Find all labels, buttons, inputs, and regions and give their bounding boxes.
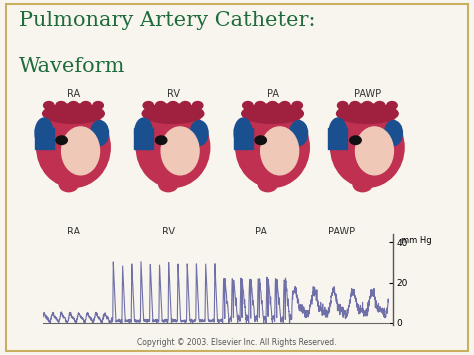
- Ellipse shape: [190, 121, 208, 146]
- Text: RA: RA: [67, 89, 80, 99]
- Bar: [328, 128, 347, 149]
- Bar: [134, 128, 153, 149]
- Ellipse shape: [93, 102, 103, 109]
- Text: mm Hg: mm Hg: [401, 236, 431, 245]
- Ellipse shape: [91, 121, 109, 146]
- Ellipse shape: [44, 102, 54, 109]
- Text: Pulmonary Artery Catheter:: Pulmonary Artery Catheter:: [19, 11, 316, 30]
- Text: RV: RV: [162, 227, 175, 237]
- Ellipse shape: [62, 127, 100, 175]
- Text: RV: RV: [166, 89, 180, 99]
- Ellipse shape: [258, 178, 277, 192]
- Ellipse shape: [267, 102, 278, 109]
- Ellipse shape: [81, 102, 91, 109]
- Ellipse shape: [159, 178, 178, 192]
- Ellipse shape: [36, 107, 110, 187]
- Ellipse shape: [329, 118, 347, 148]
- Text: RA: RA: [67, 227, 80, 237]
- Text: PA: PA: [255, 227, 267, 237]
- Ellipse shape: [236, 107, 309, 187]
- Ellipse shape: [374, 102, 385, 109]
- Ellipse shape: [356, 127, 393, 175]
- Ellipse shape: [43, 104, 104, 124]
- Ellipse shape: [180, 102, 191, 109]
- Ellipse shape: [384, 121, 402, 146]
- Ellipse shape: [56, 102, 66, 109]
- Ellipse shape: [353, 178, 372, 192]
- Ellipse shape: [135, 118, 153, 148]
- Ellipse shape: [290, 121, 308, 146]
- Bar: [234, 128, 253, 149]
- Ellipse shape: [337, 104, 398, 124]
- Text: Copyright © 2003. Elsevier Inc. All Rights Reserved.: Copyright © 2003. Elsevier Inc. All Righ…: [137, 338, 337, 347]
- Ellipse shape: [168, 102, 178, 109]
- Ellipse shape: [261, 127, 299, 175]
- Ellipse shape: [142, 104, 204, 124]
- Ellipse shape: [143, 102, 154, 109]
- Ellipse shape: [331, 107, 404, 187]
- Circle shape: [56, 136, 67, 144]
- Ellipse shape: [337, 102, 348, 109]
- Text: PAWP: PAWP: [328, 227, 355, 237]
- Ellipse shape: [242, 104, 303, 124]
- Ellipse shape: [192, 102, 203, 109]
- Ellipse shape: [350, 102, 360, 109]
- Text: Waveform: Waveform: [19, 57, 126, 76]
- Ellipse shape: [155, 102, 166, 109]
- Ellipse shape: [136, 107, 210, 187]
- Circle shape: [255, 136, 266, 144]
- Ellipse shape: [292, 102, 302, 109]
- Ellipse shape: [255, 102, 265, 109]
- Text: PAWP: PAWP: [354, 89, 381, 99]
- Ellipse shape: [234, 118, 252, 148]
- Ellipse shape: [243, 102, 253, 109]
- Bar: [35, 128, 54, 149]
- Ellipse shape: [68, 102, 79, 109]
- Ellipse shape: [280, 102, 290, 109]
- Circle shape: [350, 136, 361, 144]
- Circle shape: [155, 136, 167, 144]
- Ellipse shape: [59, 178, 78, 192]
- Ellipse shape: [35, 118, 53, 148]
- Ellipse shape: [161, 127, 199, 175]
- Ellipse shape: [362, 102, 373, 109]
- Ellipse shape: [387, 102, 397, 109]
- Text: PA: PA: [266, 89, 279, 99]
